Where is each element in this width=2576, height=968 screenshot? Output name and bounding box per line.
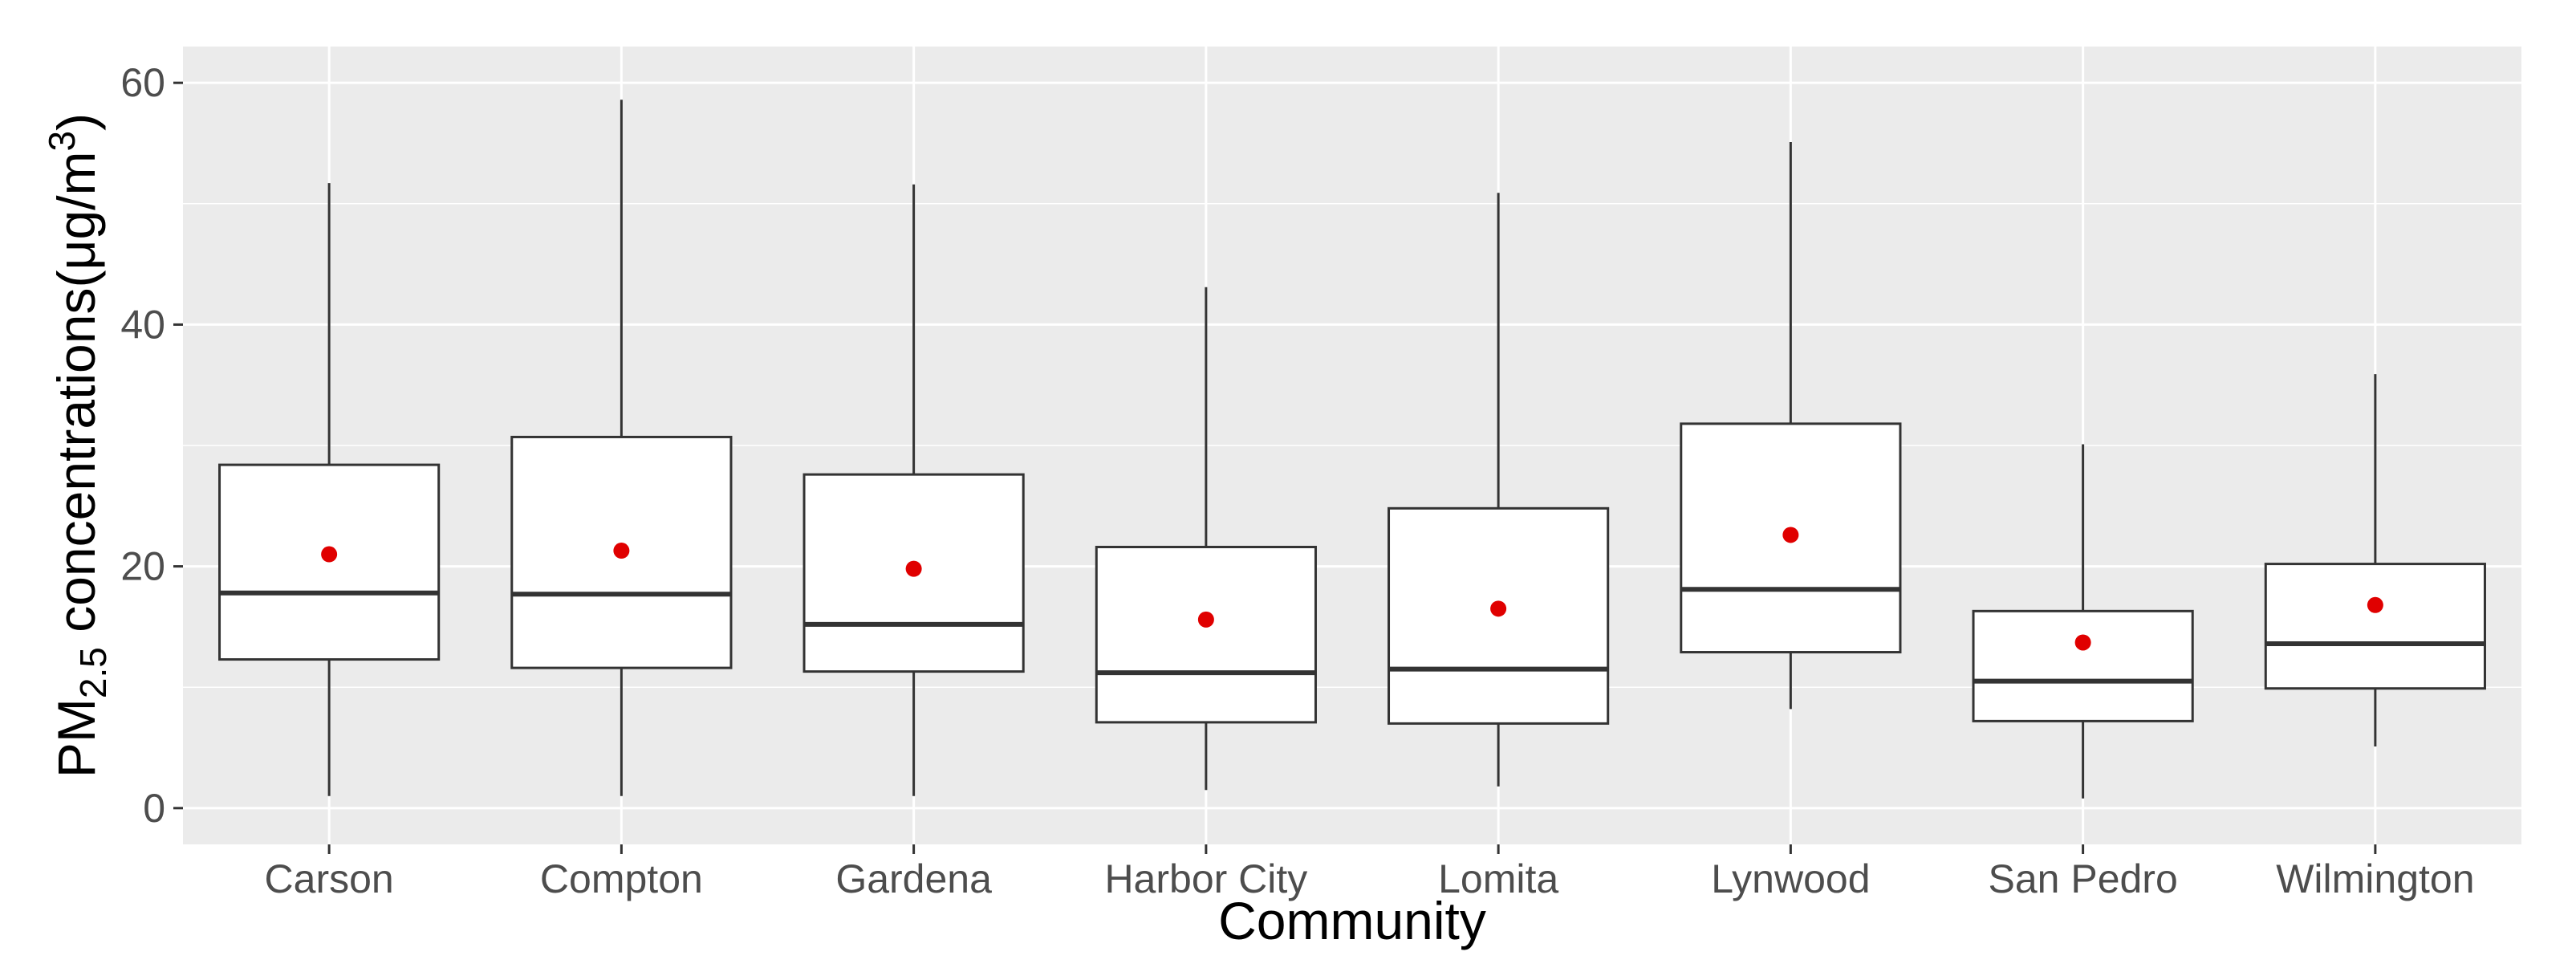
x-axis-ticks: Carson Compton Gardena Harbor City Lomita Lyn…	[265, 844, 2475, 901]
x-tick-label: Carson	[265, 856, 394, 901]
mean-point	[613, 543, 630, 559]
box-iqr	[1095, 546, 1317, 724]
x-tick-label: Wilmington	[2276, 856, 2474, 901]
y-axis-title-prefix: PM	[47, 698, 106, 778]
x-axis-title: Community	[1218, 891, 1486, 950]
box-lomita	[1388, 193, 1610, 787]
y-axis-title: PM2.5 concentrations(μg/m3)	[41, 113, 114, 778]
y-tick-label: 0	[143, 786, 165, 831]
y-axis-title-suffix: )	[47, 113, 106, 131]
mean-point	[1490, 600, 1507, 617]
x-tick-label: San Pedro	[1988, 856, 2177, 901]
box-iqr	[1972, 609, 2194, 722]
y-axis-title-subscript: 2.5	[72, 647, 114, 698]
x-tick-label: Gardena	[835, 856, 992, 901]
y-axis-title-superscript: 3	[41, 131, 83, 152]
box-layer	[218, 100, 2486, 799]
y-axis-title-middle: concentrations(μg/m	[47, 152, 106, 648]
mean-point	[1197, 611, 1214, 628]
box-lynwood	[1680, 141, 1902, 710]
box-wilmington	[2264, 374, 2486, 747]
mean-point	[2367, 596, 2383, 613]
x-tick-label: Compton	[540, 856, 703, 901]
box-iqr	[2264, 563, 2486, 690]
mean-point	[1782, 527, 1799, 543]
x-tick-label: Lomita	[1438, 856, 1558, 901]
mean-point	[321, 546, 338, 563]
y-tick-label: 40	[120, 302, 165, 347]
box-compton	[510, 100, 733, 796]
x-tick-label: Lynwood	[1711, 856, 1870, 901]
box-carson	[218, 183, 441, 796]
box-san-pedro	[1972, 444, 2194, 799]
mean-point	[2074, 634, 2091, 651]
mean-point	[905, 560, 922, 577]
y-axis-ticks: 0 20 40 60	[120, 60, 183, 831]
box-harbor-city	[1095, 287, 1317, 791]
y-tick-label: 60	[120, 60, 165, 105]
box-gardena	[802, 184, 1025, 796]
y-tick-label: 20	[120, 544, 165, 589]
x-tick-label: Harbor City	[1104, 856, 1307, 901]
